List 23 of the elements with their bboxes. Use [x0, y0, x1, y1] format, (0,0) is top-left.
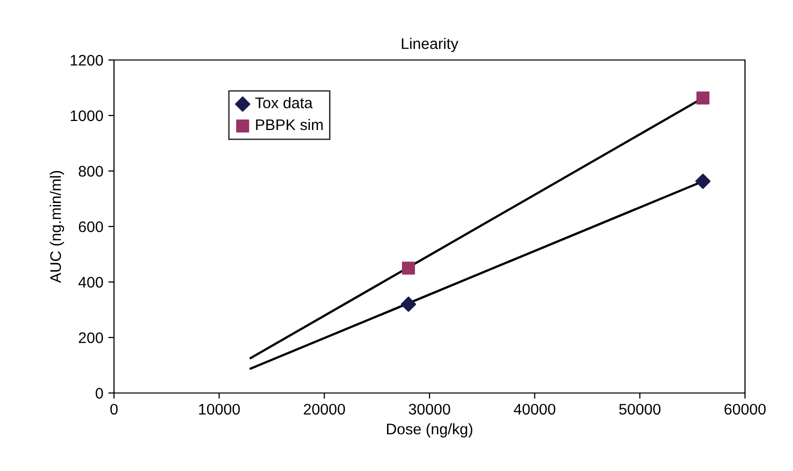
point	[402, 262, 415, 275]
x-tick-label: 40000	[514, 404, 556, 415]
y-tick-label: 800	[78, 166, 103, 177]
x-tick-label: 30000	[408, 404, 450, 415]
y-axis-title: AUC (ng.min/ml)	[50, 171, 64, 283]
y-tick-label: 0	[96, 388, 103, 399]
y-tick-label: 200	[78, 332, 103, 344]
x-tick-label: 50000	[619, 404, 660, 415]
x-tick-label: 60000	[724, 404, 766, 415]
x-axis-title: Dose (ng/kg)	[387, 423, 472, 438]
point	[695, 174, 711, 189]
chart-title: Linearity	[402, 38, 458, 52]
y-tick-label: 400	[78, 276, 103, 288]
legend-label: Tox data	[255, 97, 313, 108]
y-tick-label: 1000	[70, 110, 103, 122]
point	[400, 296, 416, 312]
x-tick-label: 20000	[304, 404, 345, 415]
point	[696, 92, 710, 105]
x-tick-label: 10000	[199, 404, 240, 415]
y-tick-label: 600	[78, 221, 103, 232]
legend-label: PBPK sim	[256, 118, 323, 130]
x-tick-label: 0	[110, 404, 118, 415]
y-tick-label: 1200	[70, 54, 103, 66]
